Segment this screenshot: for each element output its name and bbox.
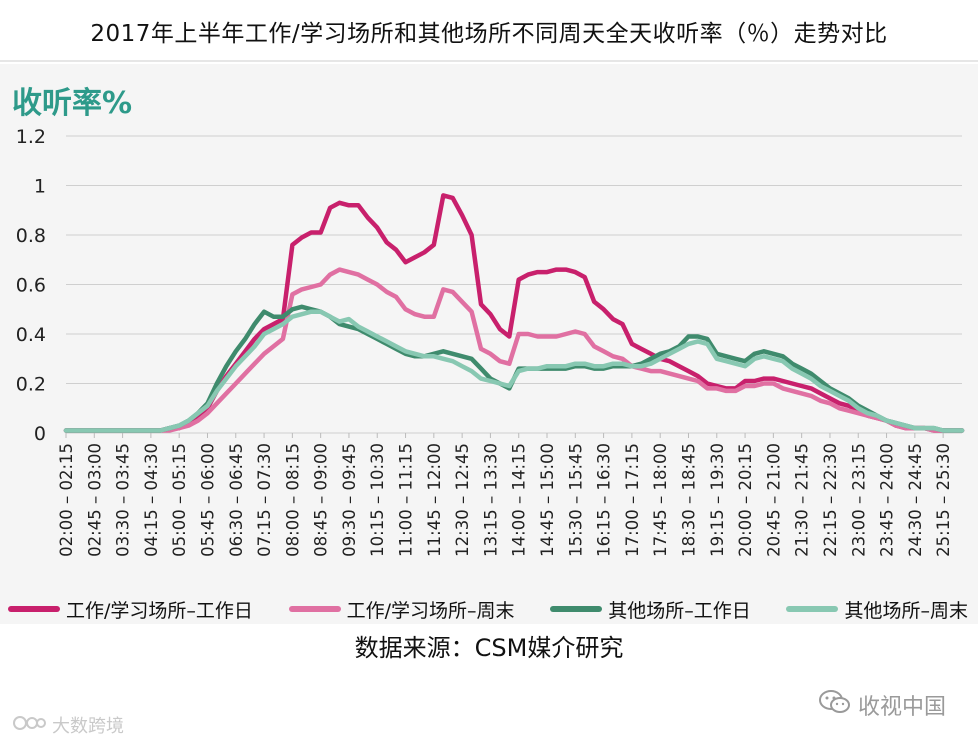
x-tick-label: 14:45 – 15:00 [538, 443, 557, 557]
legend-swatch-other-weekday [550, 606, 603, 612]
legend-label-work-weekday: 工作/学习场所–工作日 [66, 599, 253, 622]
legend-item-work-weekday: 工作/学习场所–工作日 [8, 596, 253, 623]
watermark-right: 收视中国 [818, 688, 946, 722]
x-tick-label: 10:15 – 10:30 [368, 443, 387, 557]
x-tick-label: 17:00 – 17:15 [623, 443, 642, 557]
legend-swatch-other-weekend [786, 606, 839, 612]
y-tick-label: 0.2 [16, 374, 46, 396]
title-divider [0, 60, 978, 62]
page-title: 2017年上半年工作/学习场所和其他场所不同周天全天收听率（％）走势对比 [90, 21, 888, 47]
legend-swatch-work-weekend [288, 606, 341, 612]
x-tick-label: 11:45 – 12:00 [425, 443, 444, 557]
watermark-left: 大数跨境 [12, 712, 124, 738]
x-tick-label: 23:45 – 24:00 [878, 443, 897, 557]
x-tick-label: 08:45 – 09:00 [312, 443, 331, 557]
data-source: 数据来源：CSM媒介研究 [354, 634, 624, 662]
series-line-1 [63, 267, 965, 433]
x-tick-label: 17:45 – 18:00 [651, 443, 670, 557]
watermark-right-text: 收视中国 [857, 695, 946, 720]
y-tick-label: 1.2 [16, 126, 46, 148]
x-tick-label: 03:30 – 03:45 [114, 443, 133, 557]
x-tick-label: 13:15 – 13:30 [481, 443, 500, 557]
y-unit-label: 收听率% [12, 86, 133, 121]
x-tick-label: 04:15 – 04:30 [142, 443, 161, 557]
y-tick-label: 0.4 [16, 324, 46, 346]
y-tick-label: 0.6 [16, 275, 46, 297]
legend-label-other-weekend: 其他场所–周末 [844, 599, 968, 622]
legend-label-other-weekday: 其他场所–工作日 [608, 599, 751, 622]
x-tick-label: 15:30 – 15:45 [566, 443, 585, 557]
x-tick-label: 06:30 – 06:45 [227, 443, 246, 557]
x-tick-label: 19:15 – 19:30 [708, 443, 727, 557]
legend-item-other-weekend: 其他场所–周末 [786, 596, 968, 623]
x-tick-label: 22:15 – 22:30 [821, 443, 840, 557]
x-tick-label: 09:30 – 09:45 [340, 443, 359, 557]
watermark-left-text: 大数跨境 [52, 716, 124, 737]
x-tick-label: 12:30 – 12:45 [453, 443, 472, 557]
y-tick-label: 0.8 [16, 225, 46, 247]
x-tick-label: 21:30 – 21:45 [793, 443, 812, 557]
legend-swatch-work-weekday [8, 606, 60, 612]
y-tick-label: 1 [34, 176, 46, 198]
x-tick-label: 02:45 – 03:00 [85, 443, 104, 557]
x-tick-label: 24:30 – 24:45 [906, 443, 925, 557]
brand-logo-icon [12, 714, 46, 737]
x-tick-label: 25:15 – 25:30 [934, 443, 953, 557]
x-tick-label: 16:15 – 16:30 [595, 443, 614, 557]
y-tick-label: 0 [34, 423, 46, 445]
x-tick-label: 05:45 – 06:00 [198, 443, 217, 557]
chart-area: 0 0.2 0.4 0.6 0.8 1 1.2 02:00 – 02:15 02:45 – 03… [0, 64, 978, 624]
legend-label-work-weekend: 工作/学习场所–周末 [346, 599, 515, 622]
series-line-3 [63, 309, 965, 433]
x-tick-label: 08:00 – 08:15 [283, 443, 302, 557]
x-tick-label: 07:15 – 07:30 [255, 443, 274, 557]
line-chart: 0 0.2 0.4 0.6 0.8 1 1.2 02:00 – 02:15 02:45 – 03… [16, 126, 965, 557]
x-tick-label: 11:00 – 11:15 [397, 443, 416, 557]
series-line-0 [63, 193, 965, 433]
wechat-icon [818, 688, 852, 722]
x-tick-label: 02:00 – 02:15 [57, 443, 76, 557]
x-tick-label: 18:30 – 18:45 [679, 443, 698, 557]
x-tick-label: 05:00 – 05:15 [170, 443, 189, 557]
legend-item-other-weekday: 其他场所–工作日 [550, 596, 751, 623]
x-tick-label: 23:00 – 23:15 [849, 443, 868, 557]
x-tick-label: 14:00 – 14:15 [510, 443, 529, 557]
x-tick-label: 20:00 – 20:15 [736, 443, 755, 557]
legend-item-work-weekend: 工作/学习场所–周末 [288, 596, 515, 623]
x-tick-label: 20:45 – 21:00 [764, 443, 783, 557]
chart-legend: 工作/学习场所–工作日 工作/学习场所–周末 其他场所–工作日 其他场所–周末 [8, 592, 978, 626]
